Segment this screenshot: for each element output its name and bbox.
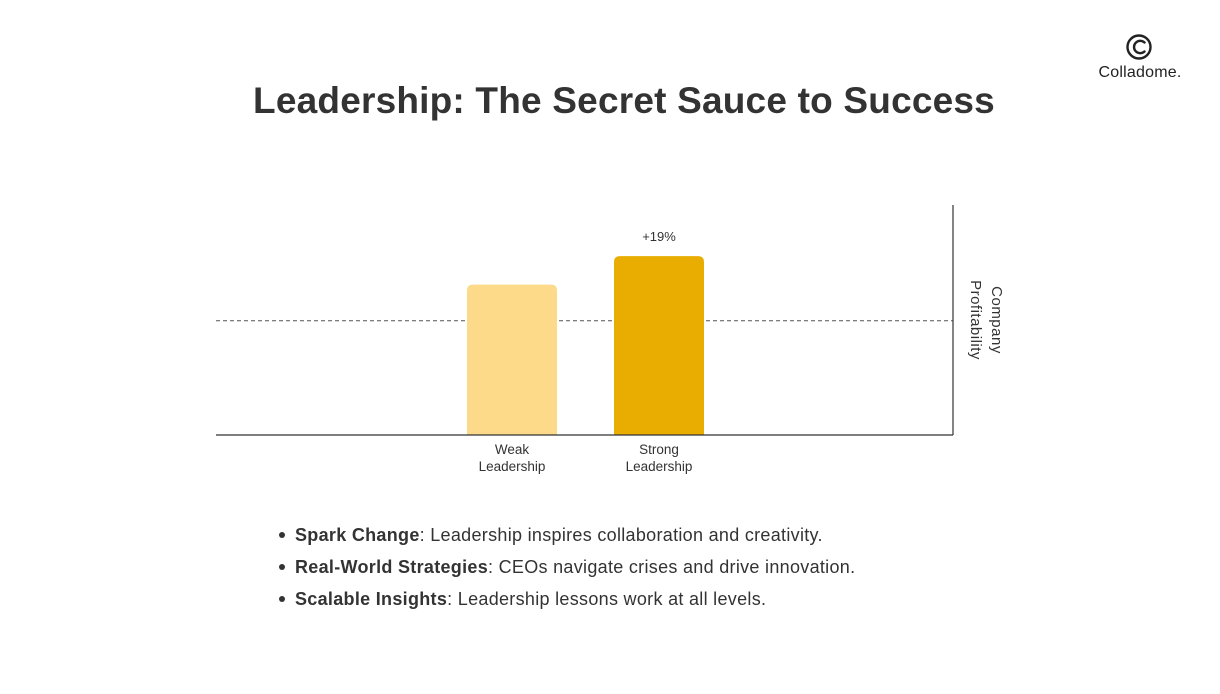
key-point-term: Real-World Strategies [295, 557, 489, 577]
y-axis-label: Company [988, 286, 1005, 354]
key-point-text: : CEOs navigate crises and drive innovat… [488, 557, 856, 577]
bullet-dot [279, 564, 285, 570]
profitability-bar-chart: Weak Leadership +19% Strong Leadership Compan… [216, 205, 1005, 474]
bullet-dot [279, 532, 285, 538]
x-tick-label: Weak [495, 442, 530, 457]
key-point-term: Scalable Insights [295, 589, 448, 609]
x-tick-label: Leadership [479, 459, 546, 474]
key-point-term: Spark Change [295, 525, 420, 545]
key-point-text: : Leadership lessons work at all levels. [447, 589, 767, 609]
x-tick-label: Strong [639, 442, 679, 457]
key-points-list: Spark Change: Leadership inspires collab… [276, 522, 855, 618]
page-title: Leadership: The Secret Sauce to Success [253, 80, 995, 121]
key-point-text: : Leadership inspires collaboration and … [419, 525, 823, 545]
x-tick-label: Leadership [626, 459, 693, 474]
bar [614, 256, 704, 435]
bullet-dot [279, 596, 285, 602]
key-point: Real-World Strategies: CEOs navigate cri… [276, 554, 855, 586]
colladome-logo-icon [1126, 34, 1152, 60]
key-point: Scalable Insights: Leadership lessons wo… [276, 586, 855, 618]
brand-logo[interactable]: Colladome. [1088, 32, 1192, 84]
key-point: Spark Change: Leadership inspires collab… [276, 522, 855, 554]
y-axis-label: Profitability [967, 280, 984, 360]
bar [467, 284, 557, 435]
data-label: +19% [642, 229, 676, 244]
brand-name: Colladome. [1098, 64, 1182, 81]
